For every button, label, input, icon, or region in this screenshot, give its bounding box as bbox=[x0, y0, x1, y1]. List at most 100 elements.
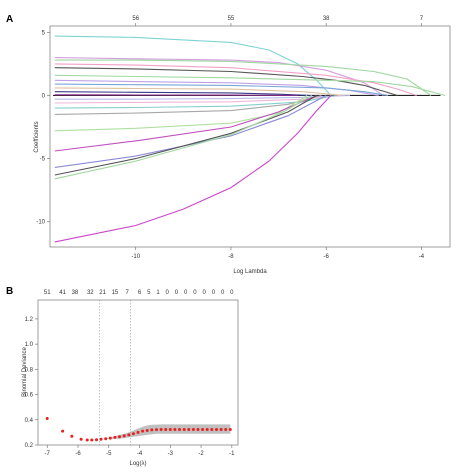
top-tick-label: 32 bbox=[87, 290, 94, 296]
top-tick-label: 56 bbox=[132, 16, 139, 22]
top-tick-label: 0 bbox=[184, 290, 188, 296]
deviance-point bbox=[150, 428, 154, 432]
panel-a-top-axis: 56 55 38 7 bbox=[132, 16, 424, 26]
top-tick-label: 38 bbox=[323, 16, 330, 22]
coefficient-path bbox=[54, 95, 327, 168]
panel-a-xlabel: Log Lambda bbox=[233, 269, 267, 275]
coefficient-path bbox=[54, 94, 341, 104]
deviance-point bbox=[159, 428, 163, 431]
deviance-point bbox=[178, 428, 181, 431]
coefficient-path bbox=[54, 94, 322, 115]
x-tick-label: -8 bbox=[228, 254, 234, 260]
deviance-point bbox=[141, 429, 145, 433]
top-tick-label: 0 bbox=[221, 290, 225, 296]
deviance-point bbox=[155, 428, 158, 432]
panel-a-coefficient-paths bbox=[53, 35, 446, 243]
deviance-point bbox=[90, 438, 94, 442]
top-tick-label: 1 bbox=[156, 290, 160, 296]
x-tick-label: -1 bbox=[229, 451, 235, 457]
y-tick-label: 0.2 bbox=[25, 443, 34, 449]
deviance-point bbox=[136, 430, 140, 434]
x-tick-label: -10 bbox=[131, 254, 140, 260]
deviance-point bbox=[191, 428, 195, 431]
panel-a-x-axis: -10 -8 -6 -4 bbox=[131, 247, 425, 260]
top-tick-label: 7 bbox=[420, 16, 424, 22]
y-tick-label: 0 bbox=[42, 93, 46, 99]
coefficient-path bbox=[54, 67, 398, 97]
coefficient-path bbox=[54, 63, 417, 97]
y-tick-label: -5 bbox=[40, 157, 46, 163]
deviance-point bbox=[45, 417, 49, 420]
y-tick-label: 0.8 bbox=[25, 367, 34, 373]
panel-b-frame bbox=[37, 299, 239, 446]
deviance-point bbox=[99, 437, 103, 441]
deviance-point bbox=[95, 438, 98, 442]
x-tick-label: -6 bbox=[324, 254, 330, 260]
coefficient-path bbox=[54, 57, 384, 96]
panel-a-y-axis: 5 0 -5 -10 bbox=[36, 30, 50, 226]
top-tick-label: 41 bbox=[59, 290, 66, 296]
deviance-point bbox=[210, 428, 214, 431]
top-tick-label: 0 bbox=[193, 290, 197, 296]
panel-b-ylabel: Binomial Deviance bbox=[22, 346, 28, 396]
top-tick-label: 6 bbox=[138, 290, 142, 296]
top-tick-label: 38 bbox=[72, 290, 79, 296]
y-tick-label: 0.6 bbox=[25, 393, 34, 399]
deviance-point bbox=[131, 432, 135, 436]
y-tick-label: 1.0 bbox=[25, 342, 34, 348]
deviance-point bbox=[122, 434, 126, 438]
deviance-point bbox=[224, 428, 228, 431]
coefficient-path bbox=[54, 83, 389, 97]
top-tick-label: 21 bbox=[99, 290, 106, 296]
panel-b-error-band bbox=[47, 418, 231, 440]
deviance-point bbox=[215, 428, 218, 431]
panel-b-x-axis: -7 -6 -5 -4 -3 -2 -1 bbox=[45, 445, 235, 457]
x-tick-label: -5 bbox=[106, 451, 112, 457]
deviance-point bbox=[145, 429, 149, 432]
top-tick-label: 0 bbox=[230, 290, 234, 296]
deviance-point bbox=[108, 436, 112, 440]
panel-a-ylabel: Coefficients bbox=[34, 121, 40, 152]
panel-a-label: A bbox=[6, 14, 13, 25]
x-tick-label: -2 bbox=[198, 451, 204, 457]
panel-b-xlabel: Log(λ) bbox=[129, 461, 146, 467]
x-tick-label: -4 bbox=[137, 451, 143, 457]
coefficient-path bbox=[54, 59, 432, 96]
deviance-point bbox=[61, 429, 65, 433]
deviance-point bbox=[79, 437, 83, 441]
deviance-point bbox=[168, 428, 172, 431]
coefficient-path bbox=[54, 94, 336, 109]
panel-a-frame bbox=[49, 25, 451, 248]
error-band bbox=[47, 418, 231, 440]
y-tick-label: -10 bbox=[36, 220, 45, 226]
deviance-point bbox=[118, 435, 121, 439]
deviance-point bbox=[182, 428, 186, 431]
x-tick-label: -7 bbox=[45, 451, 51, 457]
deviance-point bbox=[201, 428, 205, 431]
coefficient-path bbox=[54, 94, 317, 152]
top-tick-label: 0 bbox=[212, 290, 216, 296]
deviance-point bbox=[70, 434, 74, 438]
coefficient-path bbox=[54, 94, 298, 97]
coefficient-path bbox=[54, 95, 313, 180]
deviance-point bbox=[85, 438, 89, 442]
top-tick-label: 51 bbox=[44, 290, 51, 296]
top-tick-label: 55 bbox=[228, 16, 235, 22]
top-tick-label: 15 bbox=[112, 290, 119, 296]
x-tick-label: -6 bbox=[75, 451, 81, 457]
top-tick-label: 0 bbox=[166, 290, 170, 296]
deviance-point bbox=[164, 428, 168, 431]
deviance-point bbox=[205, 428, 209, 431]
panel-b-top-axis: 51 41 38 32 21 15 7 6 5 1 0 0 0 0 0 0 0 0 bbox=[44, 290, 234, 296]
deviance-point bbox=[127, 433, 131, 437]
deviance-point bbox=[228, 428, 232, 431]
x-tick-label: -3 bbox=[168, 451, 174, 457]
top-tick-label: 5 bbox=[147, 290, 151, 296]
coefficient-path bbox=[54, 95, 332, 243]
coefficient-path bbox=[54, 95, 317, 176]
y-tick-label: 1.2 bbox=[25, 317, 34, 323]
deviance-point bbox=[219, 428, 223, 431]
top-tick-label: 0 bbox=[175, 290, 179, 296]
coefficient-path bbox=[54, 74, 446, 97]
